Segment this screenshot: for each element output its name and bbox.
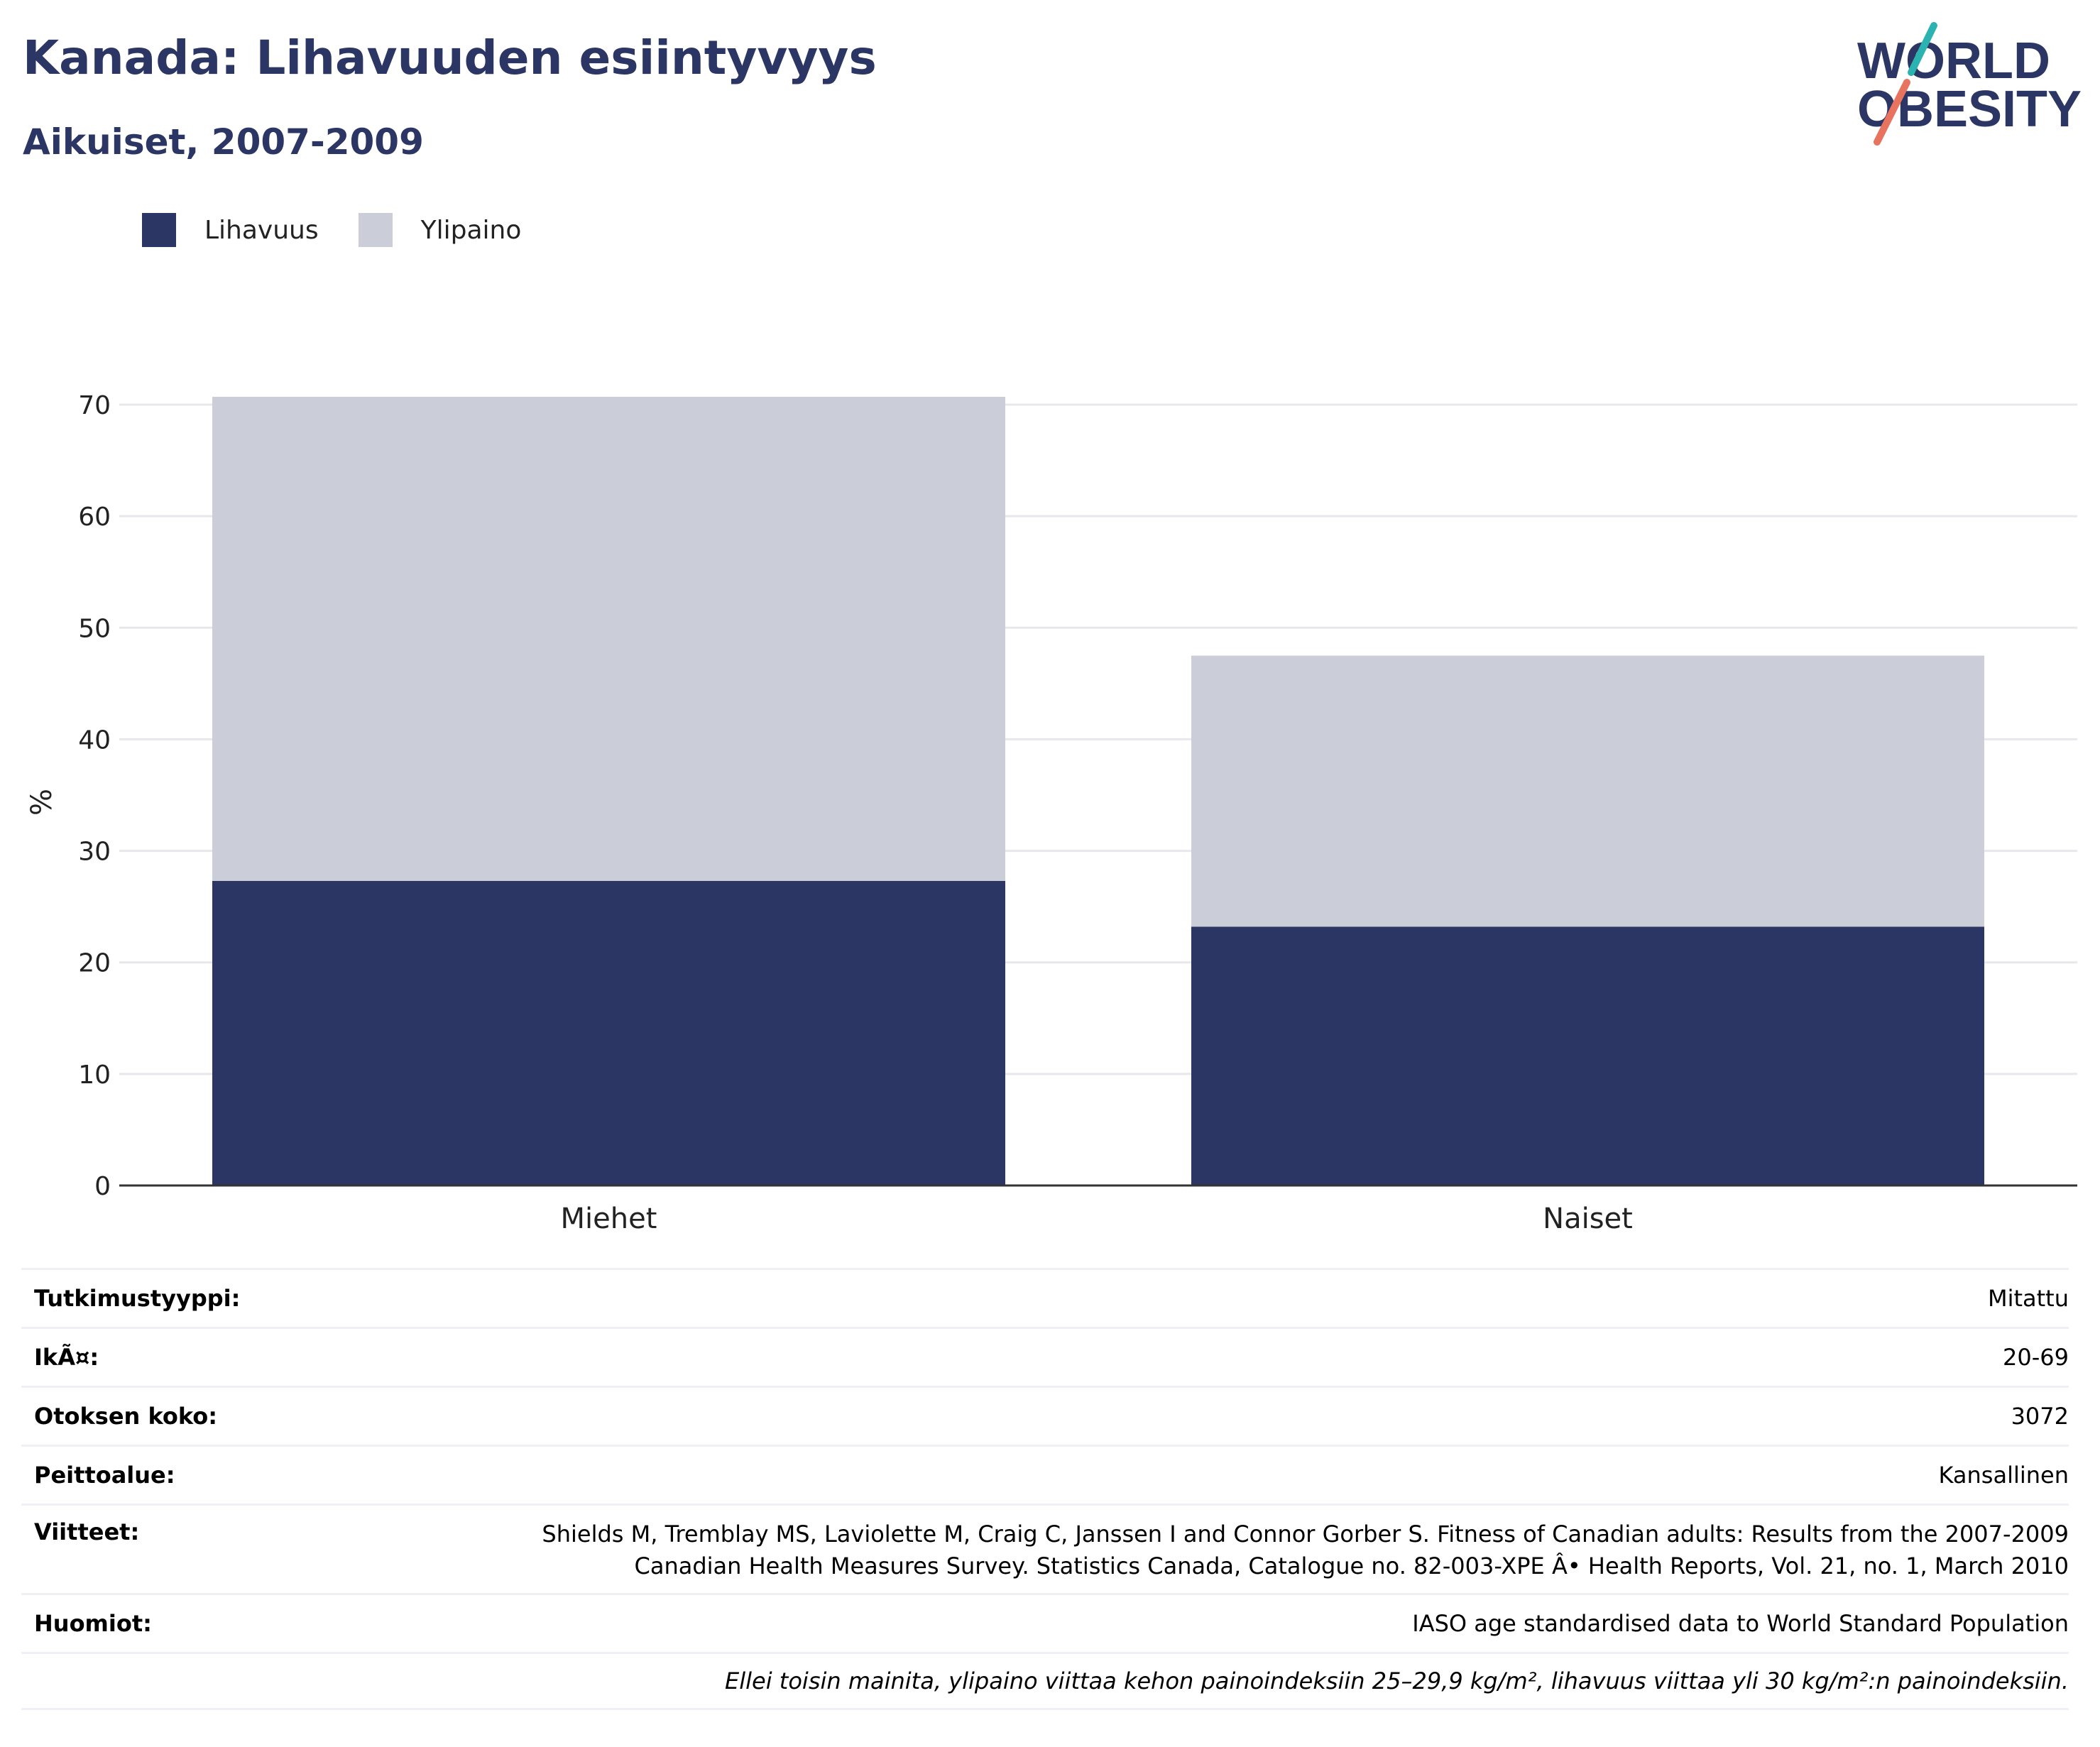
legend-item-ylipaino[interactable]: Ylipaino bbox=[358, 213, 522, 247]
world-obesity-logo: WORLD OBESITY bbox=[1857, 22, 2082, 146]
info-row-references: Viitteet: Shields M, Tremblay MS, Laviol… bbox=[21, 1504, 2069, 1593]
reference-line-1: Shields M, Tremblay MS, Laviolette M, Cr… bbox=[542, 1521, 2069, 1548]
bar-ylipaino bbox=[212, 397, 1005, 881]
chart-title: Kanada: Lihavuuden esiintyvyys bbox=[23, 31, 877, 85]
y-tick-label: 0 bbox=[94, 1172, 111, 1201]
chart-legend: Lihavuus Ylipaino bbox=[142, 210, 561, 250]
bar-chart: 0 10 20 30 40 50 60 70 Miehet Naiset% bbox=[26, 391, 2077, 1235]
info-label-age: IkÃ¤: bbox=[34, 1344, 99, 1371]
info-value-coverage: Kansallinen bbox=[1938, 1461, 2069, 1489]
x-tick-label: Naiset bbox=[1543, 1203, 1633, 1235]
bar-ylipaino bbox=[1191, 655, 1984, 927]
info-value-references: Shields M, Tremblay MS, Laviolette M, Cr… bbox=[542, 1518, 2069, 1582]
reference-line-2: Canadian Health Measures Survey. Statist… bbox=[634, 1552, 2069, 1579]
info-value-age: 20-69 bbox=[2003, 1343, 2069, 1371]
logo-line1: WORLD bbox=[1857, 33, 2050, 89]
definition-note: Ellei toisin mainita, ylipaino viittaa k… bbox=[725, 1667, 2069, 1694]
x-tick-label: Miehet bbox=[561, 1203, 657, 1235]
legend-label-lihavuus: Lihavuus bbox=[204, 215, 319, 245]
info-row-coverage: Peittoalue: Kansallinen bbox=[21, 1445, 2069, 1504]
info-label-notes: Huomiot: bbox=[34, 1610, 152, 1637]
info-label-coverage: Peittoalue: bbox=[34, 1462, 175, 1489]
legend-swatch-lihavuus bbox=[142, 213, 176, 247]
legend-item-lihavuus[interactable]: Lihavuus bbox=[142, 213, 319, 247]
y-tick-label: 50 bbox=[78, 614, 111, 643]
legend-label-ylipaino: Ylipaino bbox=[420, 215, 522, 245]
legend-swatch-ylipaino bbox=[358, 213, 393, 247]
info-label-sample-size: Otoksen koko: bbox=[34, 1403, 218, 1430]
info-value-notes: IASO age standardised data to World Stan… bbox=[1412, 1609, 2069, 1637]
info-row-study-type: Tutkimustyyppi: Mitattu bbox=[21, 1268, 2069, 1327]
y-tick-label: 30 bbox=[78, 838, 111, 867]
info-row-age: IkÃ¤: 20-69 bbox=[21, 1327, 2069, 1386]
bar-lihavuus bbox=[212, 881, 1005, 1185]
info-label-study-type: Tutkimustyyppi: bbox=[34, 1285, 241, 1312]
y-tick-label: 10 bbox=[78, 1061, 111, 1090]
info-table: Tutkimustyyppi: Mitattu IkÃ¤: 20-69 Otok… bbox=[21, 1268, 2069, 1710]
y-axis-label: % bbox=[26, 789, 58, 816]
y-tick-label: 40 bbox=[78, 725, 111, 755]
bar-lihavuus bbox=[1191, 926, 1984, 1185]
info-label-references: Viitteet: bbox=[34, 1518, 140, 1545]
y-tick-label: 60 bbox=[78, 503, 111, 532]
y-tick-label: 20 bbox=[78, 949, 111, 978]
info-row-sample-size: Otoksen koko: 3072 bbox=[21, 1386, 2069, 1445]
definition-note-row: Ellei toisin mainita, ylipaino viittaa k… bbox=[21, 1652, 2069, 1710]
chart-subtitle: Aikuiset, 2007-2009 bbox=[23, 121, 424, 163]
logo-slash-teal bbox=[1908, 22, 1937, 76]
logo-slash-coral bbox=[1874, 79, 1910, 146]
y-tick-label: 70 bbox=[78, 391, 111, 420]
info-value-study-type: Mitattu bbox=[1987, 1284, 2069, 1312]
info-row-notes: Huomiot: IASO age standardised data to W… bbox=[21, 1593, 2069, 1652]
info-value-sample-size: 3072 bbox=[2011, 1402, 2069, 1430]
